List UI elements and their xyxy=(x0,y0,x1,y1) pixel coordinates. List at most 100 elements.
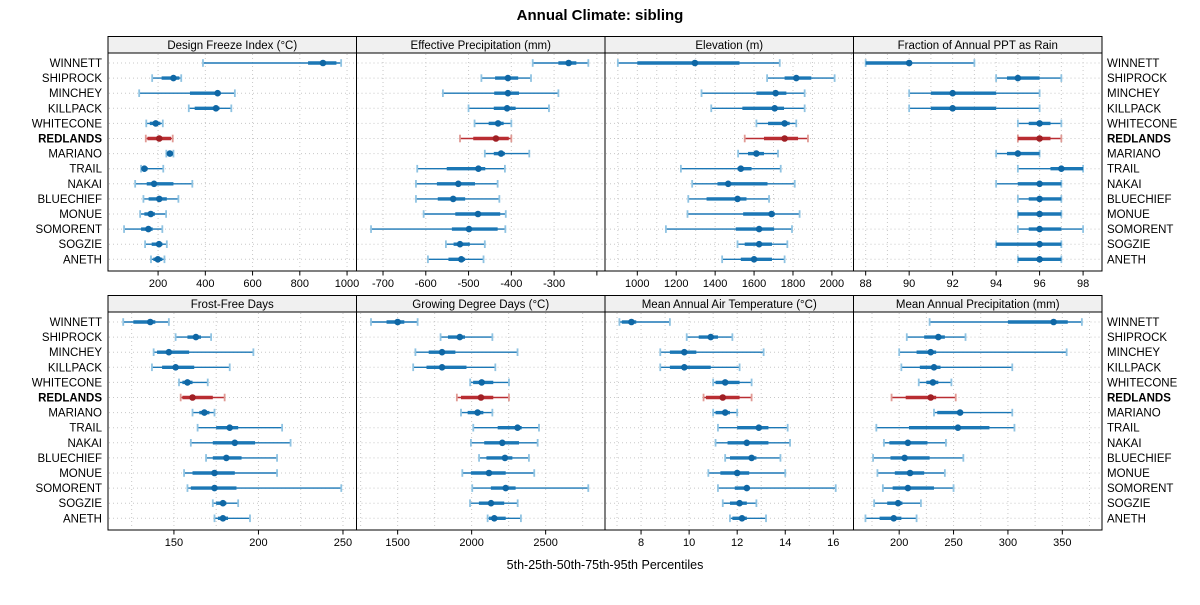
series-row-monue xyxy=(1016,210,1063,218)
series-row-nakai xyxy=(134,180,194,188)
median-dot xyxy=(1036,120,1043,127)
panel-strip-title: Elevation (m) xyxy=(695,40,763,52)
series-row-killpack xyxy=(659,363,741,372)
series-row-winnett xyxy=(618,318,671,326)
axis-tick-label: 88 xyxy=(860,278,872,290)
median-dot xyxy=(219,515,227,522)
series-row-monue xyxy=(686,210,801,218)
median-dot xyxy=(1036,255,1043,263)
axis-tick-label: -500 xyxy=(458,278,480,290)
median-dot xyxy=(172,364,179,371)
axis-tick-label: 90 xyxy=(903,278,915,290)
station-label-right: MONUE xyxy=(1107,468,1150,480)
series-row-sogzie xyxy=(444,240,486,248)
series-row-somorent xyxy=(881,484,955,492)
median-dot xyxy=(935,333,942,341)
trellis-panel-4: Frost-Free Days 150 200 250 xyxy=(107,295,357,549)
station-label-left: KILLPACK xyxy=(48,362,102,374)
series-row-nakai xyxy=(714,439,791,447)
median-dot xyxy=(145,225,152,233)
series-row-monue xyxy=(876,469,946,477)
median-dot xyxy=(956,409,964,416)
station-label-left: WHITECONE xyxy=(32,377,103,389)
series-row-redlands xyxy=(702,393,753,402)
series-row-somorent xyxy=(1016,225,1084,233)
median-dot xyxy=(465,225,473,233)
station-label-left: MONUE xyxy=(59,209,102,221)
median-dot xyxy=(1014,150,1022,157)
series-row-sogzie xyxy=(211,499,240,507)
series-row-whitecone xyxy=(712,378,753,387)
median-dot xyxy=(192,333,200,341)
series-row-monue xyxy=(183,469,278,477)
series-row-nakai xyxy=(883,439,947,447)
series-row-bluechief xyxy=(478,454,530,462)
station-label-right: REDLANDS xyxy=(1107,134,1171,146)
panel-border xyxy=(853,311,1103,531)
series-row-minchey xyxy=(152,348,255,356)
median-dot xyxy=(141,165,148,172)
series-row-redlands xyxy=(459,134,513,143)
median-dot xyxy=(394,318,401,326)
median-dot xyxy=(504,89,512,97)
series-row-killpack xyxy=(412,363,497,372)
station-label-left: NAKAI xyxy=(67,179,102,191)
axis-tick-label: 1600 xyxy=(742,278,766,290)
station-label-right: KILLPACK xyxy=(1107,103,1161,115)
median-dot xyxy=(214,89,221,97)
series-row-trail xyxy=(416,164,506,173)
median-dot xyxy=(753,150,760,157)
median-dot xyxy=(929,379,937,386)
axis-tick-label: -400 xyxy=(500,278,522,290)
axis-tick-label: -700 xyxy=(372,278,394,290)
station-label-right: MINCHEY xyxy=(1107,88,1160,100)
station-label-right: MARIANO xyxy=(1107,408,1161,420)
series-row-monue xyxy=(461,469,536,477)
series-row-aneth xyxy=(721,255,786,264)
axis-tick-label: 1200 xyxy=(664,278,688,290)
median-dot xyxy=(474,210,482,218)
series-row-redlands xyxy=(455,393,510,402)
median-dot xyxy=(771,105,778,112)
median-dot xyxy=(146,318,154,326)
panel-plot-area xyxy=(108,312,357,530)
median-dot xyxy=(219,499,227,507)
series-row-winnett xyxy=(531,59,590,67)
median-dot xyxy=(681,364,688,371)
station-label-right: NAKAI xyxy=(1107,179,1142,191)
series-row-winnett xyxy=(928,318,1083,326)
station-label-left: SOGZIE xyxy=(59,498,103,510)
station-label-left: REDLANDS xyxy=(38,134,102,146)
station-label-right: MARIANO xyxy=(1107,149,1161,161)
series-row-shiprock xyxy=(174,333,213,341)
station-label-right: BLUECHIEF xyxy=(1107,194,1172,206)
median-dot xyxy=(737,165,745,172)
station-label-right: MINCHEY xyxy=(1107,347,1160,359)
trellis-panels-container: Design Freeze Index (°C) 200 400 600 800 1000… xyxy=(32,36,1178,549)
median-dot xyxy=(449,195,457,203)
series-row-bluechief xyxy=(1016,195,1063,203)
station-label-right: BLUECHIEF xyxy=(1107,453,1172,465)
median-dot xyxy=(890,515,898,522)
station-label-left: MARIANO xyxy=(48,149,102,161)
station-label-left: BLUECHIEF xyxy=(37,453,102,465)
station-label-right: MONUE xyxy=(1107,209,1150,221)
axis-tick-label: 250 xyxy=(944,537,962,549)
median-dot xyxy=(734,195,741,203)
median-dot xyxy=(166,150,174,157)
panel-plot-area xyxy=(605,312,854,530)
axis-tick-label: 92 xyxy=(947,278,959,290)
station-label-right: WINNETT xyxy=(1107,58,1159,70)
median-dot xyxy=(503,105,511,112)
series-row-redlands xyxy=(743,134,809,143)
series-row-minchey xyxy=(138,89,236,97)
median-dot xyxy=(565,59,572,67)
median-dot xyxy=(738,515,746,522)
station-label-left: SOGZIE xyxy=(59,239,103,251)
median-dot xyxy=(211,484,218,492)
series-row-minchey xyxy=(414,348,519,356)
series-row-somorent xyxy=(665,225,793,233)
axis-tick-label: 98 xyxy=(1077,278,1089,290)
median-dot xyxy=(170,74,177,82)
axis-tick-label: 96 xyxy=(1033,278,1045,290)
